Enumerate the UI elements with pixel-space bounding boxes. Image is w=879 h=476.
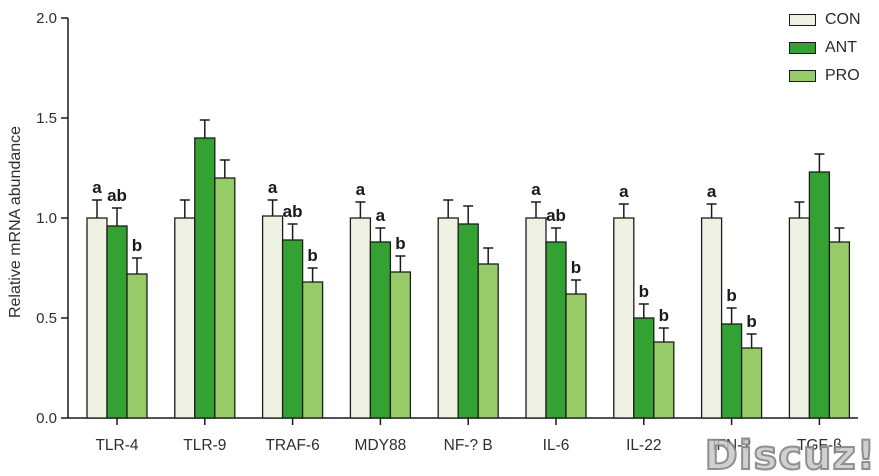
- x-category-label: IFN-?: [712, 437, 751, 454]
- y-tick-label: 0.5: [36, 310, 57, 327]
- x-category-label: TLR-4: [95, 437, 138, 454]
- legend-swatch-pro: [789, 69, 816, 82]
- legend-label-ant: ANT: [825, 38, 857, 56]
- legend: CON ANT PRO: [789, 11, 861, 95]
- bar-ant: [720, 323, 743, 419]
- bar-con: [174, 217, 196, 419]
- bar-con: [349, 217, 372, 419]
- bar-ant: [457, 223, 479, 419]
- x-category-label: MDY88: [355, 437, 407, 454]
- significance-letter: a: [619, 182, 629, 201]
- legend-label-pro: PRO: [825, 66, 860, 84]
- significance-letter: ab: [283, 202, 303, 221]
- bar-pro: [740, 347, 763, 419]
- x-category-label: NF-? B: [444, 437, 493, 454]
- significance-letter: b: [746, 312, 756, 331]
- significance-letter: ab: [546, 206, 566, 225]
- significance-letter: a: [92, 178, 102, 197]
- significance-letter: b: [659, 306, 669, 325]
- significance-letter: b: [639, 282, 649, 301]
- significance-letter: b: [132, 236, 142, 255]
- significance-letter: b: [395, 234, 405, 253]
- x-category-label: IL-22: [626, 437, 661, 454]
- bar-pro: [477, 263, 499, 419]
- bar-pro: [126, 273, 148, 419]
- bar-pro: [389, 271, 412, 419]
- legend-swatch-ant: [789, 41, 816, 54]
- x-category-label: TRAF-6: [265, 437, 319, 454]
- bar-ant: [808, 171, 831, 419]
- y-tick-label: 1.5: [36, 110, 57, 127]
- significance-letter: ab: [107, 186, 127, 205]
- legend-item-ant: ANT: [789, 39, 861, 56]
- x-category-label: IL-6: [543, 437, 570, 454]
- bar-pro: [653, 341, 675, 419]
- x-category-label: TLR-9: [183, 437, 226, 454]
- bar-ant: [545, 241, 567, 419]
- bar-con: [525, 217, 547, 419]
- bar-ant: [633, 317, 655, 419]
- legend-swatch-con: [789, 13, 816, 26]
- y-tick-label: 0.0: [36, 410, 57, 427]
- bar-con: [437, 217, 459, 419]
- bar-con: [788, 217, 811, 419]
- significance-letter: a: [268, 178, 278, 197]
- bar-con: [86, 217, 108, 419]
- bar-ant: [106, 225, 128, 419]
- x-category-label: TGF-β: [797, 437, 842, 454]
- significance-letter: a: [356, 180, 366, 199]
- y-tick-label: 1.0: [36, 210, 57, 227]
- bar-con: [261, 215, 284, 419]
- bar-pro: [828, 241, 851, 419]
- bar-con: [613, 217, 635, 419]
- bar-ant: [194, 137, 216, 419]
- legend-item-con: CON: [789, 11, 861, 28]
- bar-pro: [214, 177, 236, 419]
- significance-letter: b: [571, 258, 581, 277]
- legend-label-con: CON: [825, 10, 861, 28]
- significance-letter: a: [376, 206, 386, 225]
- y-axis-title: Relative mRNA abundance: [7, 125, 24, 319]
- significance-letter: a: [707, 182, 717, 201]
- bar-con: [700, 217, 723, 419]
- significance-letter: a: [531, 180, 541, 199]
- significance-letter: b: [307, 246, 317, 265]
- significance-letter: b: [726, 286, 736, 305]
- bar-pro: [301, 281, 324, 419]
- bar-ant: [369, 241, 392, 419]
- legend-item-pro: PRO: [789, 67, 861, 84]
- bar-pro: [565, 293, 587, 419]
- y-tick-label: 2.0: [36, 10, 57, 27]
- bar-ant: [281, 239, 304, 419]
